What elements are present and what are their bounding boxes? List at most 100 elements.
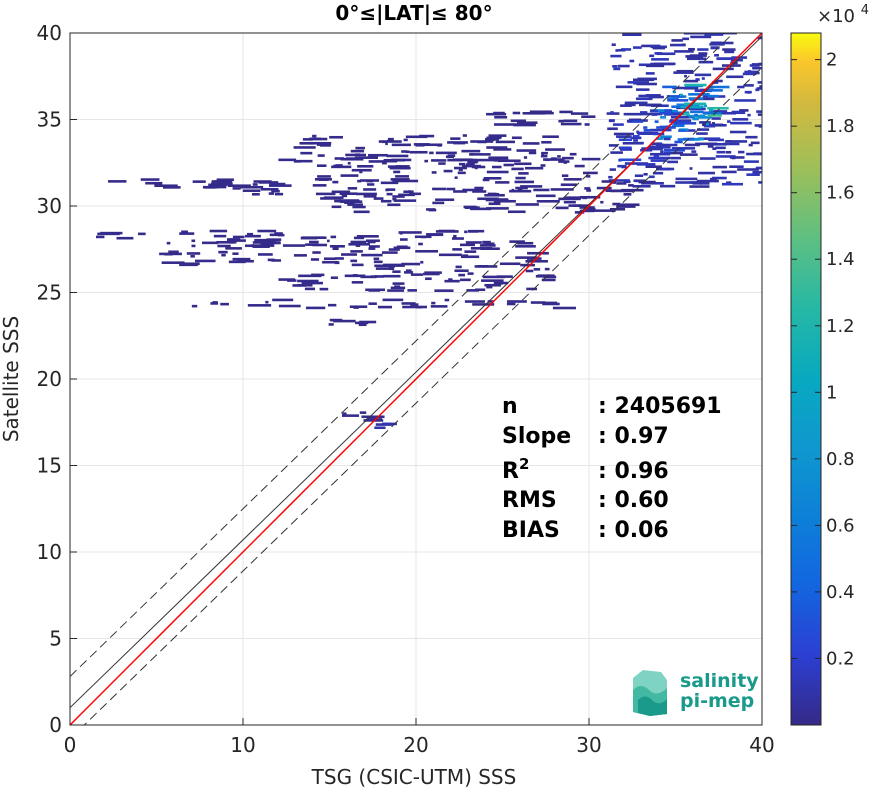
density-cell xyxy=(435,151,457,155)
density-cell xyxy=(574,164,585,168)
density-cell xyxy=(744,90,752,94)
density-cell xyxy=(422,272,440,276)
density-cell xyxy=(300,236,318,240)
colorbar-tick-label: 2 xyxy=(826,50,837,71)
density-cell xyxy=(525,269,534,273)
density-cell xyxy=(462,164,481,168)
density-cell xyxy=(398,231,422,234)
density-cell xyxy=(430,305,448,308)
density-cell xyxy=(221,253,226,257)
density-cell xyxy=(161,261,185,264)
density-cell xyxy=(484,283,502,287)
density-cell xyxy=(415,249,439,253)
density-cell xyxy=(486,136,501,140)
density-cell xyxy=(757,81,762,84)
y-tick-label: 0 xyxy=(49,713,62,737)
density-cell xyxy=(674,140,683,144)
density-cell xyxy=(581,157,601,161)
density-cell xyxy=(638,141,644,145)
density-cell xyxy=(552,306,576,310)
stat-label: Slope xyxy=(502,424,571,449)
density-cell xyxy=(671,39,683,42)
density-cell xyxy=(453,234,457,238)
density-cell xyxy=(386,139,394,143)
density-cell xyxy=(619,148,632,151)
density-cell xyxy=(368,153,388,157)
density-cell xyxy=(201,241,219,245)
colorbar-tick-label: 0.4 xyxy=(826,582,855,603)
colorbar: 0.2 0.4 0.6 0.8 1 1.2 1.4 1.6 1.8 2 ×10 4 xyxy=(790,3,869,726)
density-cell xyxy=(712,165,727,169)
density-cell xyxy=(684,74,687,78)
density-cell xyxy=(145,181,163,185)
density-cell xyxy=(392,197,397,201)
density-cell xyxy=(623,112,642,116)
density-cell xyxy=(470,140,494,143)
density-cell xyxy=(675,177,698,181)
density-cell xyxy=(716,57,736,61)
wave-logo-icon xyxy=(633,670,667,716)
density-cell xyxy=(601,180,616,183)
density-cell xyxy=(704,33,724,36)
density-cell xyxy=(257,253,273,256)
y-tick-label: 20 xyxy=(37,367,62,391)
density-cell xyxy=(470,152,474,156)
x-axis-label: TSG (CSIC-UTM) SSS xyxy=(311,765,517,789)
density-cell xyxy=(562,156,574,160)
density-cell xyxy=(388,264,396,268)
density-cell xyxy=(692,117,699,121)
density-cell xyxy=(458,168,463,172)
density-cell xyxy=(305,306,326,310)
density-cell xyxy=(561,174,569,177)
density-cell xyxy=(316,143,325,146)
density-cell xyxy=(638,132,656,135)
density-cell xyxy=(635,97,653,101)
density-cell xyxy=(529,110,552,114)
density-cell xyxy=(515,245,536,248)
density-cell xyxy=(650,159,667,162)
density-cell xyxy=(278,158,297,162)
lower-bound-line xyxy=(83,67,762,725)
density-cell xyxy=(323,257,336,261)
density-cell xyxy=(350,250,363,253)
density-cell xyxy=(698,60,714,64)
density-cell xyxy=(582,171,598,175)
density-cell xyxy=(730,121,752,125)
density-cell xyxy=(513,123,536,127)
density-cell xyxy=(472,303,495,306)
density-cell xyxy=(649,152,671,156)
density-cell xyxy=(312,251,321,254)
colorbar-multiplier: ×10 4 xyxy=(817,3,869,27)
density-cell xyxy=(211,180,233,183)
density-cell xyxy=(312,134,317,138)
density-cell xyxy=(355,192,377,196)
density-cell xyxy=(558,160,570,163)
colorbar-multiplier-exponent: 4 xyxy=(861,3,869,18)
density-cell xyxy=(525,259,548,263)
density-cell xyxy=(617,164,627,168)
density-cell xyxy=(464,300,485,303)
density-cell xyxy=(237,259,254,263)
density-cell xyxy=(540,164,546,167)
density-cell xyxy=(503,163,514,167)
density-cell xyxy=(482,178,490,182)
density-cell xyxy=(179,263,198,267)
density-cell xyxy=(648,95,664,99)
density-cell xyxy=(613,67,621,71)
density-cell xyxy=(618,138,632,142)
density-cell xyxy=(220,302,229,306)
density-cell xyxy=(459,278,471,282)
density-cell xyxy=(355,153,361,156)
density-cell xyxy=(584,123,590,126)
density-cell xyxy=(515,186,528,190)
density-cell xyxy=(664,137,671,141)
density-cell xyxy=(611,43,616,47)
stat-value: : 0.96 xyxy=(598,459,669,484)
density-cell xyxy=(464,206,480,209)
density-cell xyxy=(702,123,724,127)
density-cell xyxy=(367,183,375,186)
fit-lines xyxy=(70,33,762,725)
density-cell xyxy=(506,302,516,306)
density-cell xyxy=(682,37,690,41)
density-cell xyxy=(622,141,643,145)
